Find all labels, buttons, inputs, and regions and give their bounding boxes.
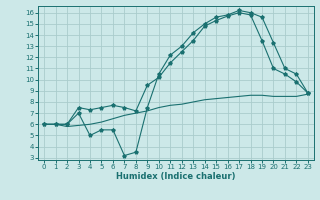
- X-axis label: Humidex (Indice chaleur): Humidex (Indice chaleur): [116, 172, 236, 181]
